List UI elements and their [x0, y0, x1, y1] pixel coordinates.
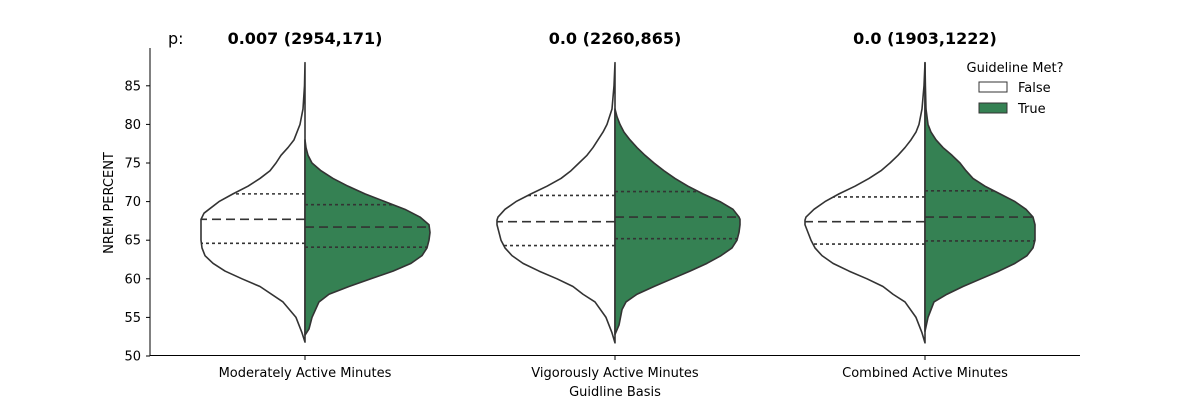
y-axis-label: NREM PERCENT: [102, 152, 117, 254]
y-tick-label-85: 85: [124, 79, 141, 94]
legend-entry-false: False: [1018, 81, 1051, 96]
x-tick-label-1: Moderately Active Minutes: [219, 366, 392, 381]
violin-half-false-3: [804, 61, 926, 344]
p-value-title-2: 0.0 (2260,865): [549, 29, 682, 48]
violin-half-true-2: [614, 108, 741, 336]
x-tick-label-2: Vigorously Active Minutes: [531, 366, 699, 381]
axes: 50 55 60 65 70 75 80 85: [124, 48, 1080, 365]
x-tick-label-3: Combined Active Minutes: [842, 366, 1008, 381]
legend-swatch-false: [978, 81, 1008, 93]
y-tick-label-75: 75: [124, 157, 141, 172]
legend-swatch-true: [978, 102, 1008, 114]
legend: Guideline Met? False True: [967, 61, 1064, 117]
violin-half-false-2: [496, 61, 616, 344]
y-tick-label-70: 70: [124, 195, 141, 210]
p-prefix-label: p:: [168, 29, 184, 48]
p-value-title-1: 0.007 (2954,171): [228, 29, 383, 48]
violin-half-false-1: [200, 61, 306, 343]
legend-title: Guideline Met?: [967, 61, 1064, 76]
violin-half-true-3: [924, 61, 1036, 333]
legend-entry-true: True: [1017, 102, 1046, 117]
p-value-title-3: 0.0 (1903,1222): [853, 29, 997, 48]
x-axis-label: Guidline Basis: [569, 385, 661, 400]
violin-half-true-1: [304, 139, 431, 336]
y-tick-label-50: 50: [124, 350, 141, 365]
y-tick-label-65: 65: [124, 234, 141, 249]
y-tick-label-55: 55: [124, 311, 141, 326]
y-tick-label-80: 80: [124, 118, 141, 133]
violins-layer: [200, 61, 1036, 344]
y-tick-label-60: 60: [124, 272, 141, 287]
quartile-lines-layer: [201, 189, 1035, 248]
